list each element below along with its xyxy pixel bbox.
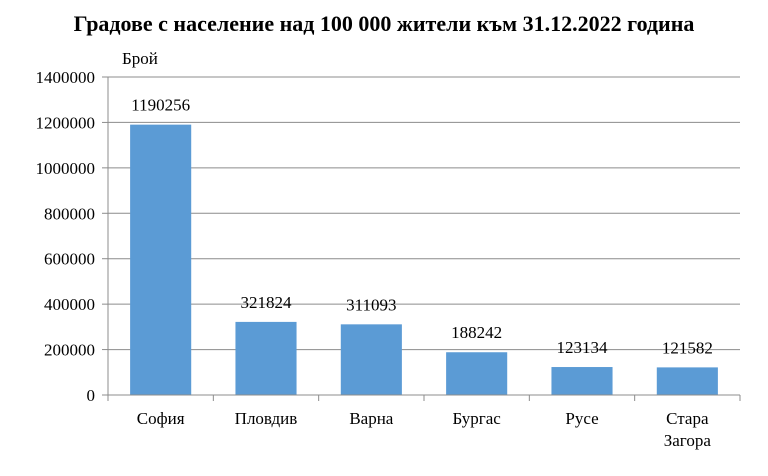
y-tick-label: 600000 <box>44 250 95 269</box>
y-tick-label: 1400000 <box>36 68 96 87</box>
x-tick-label: Пловдив <box>235 409 298 428</box>
bars <box>130 124 718 396</box>
y-tick-label: 400000 <box>44 295 95 314</box>
x-tick-label: Стара Загора <box>664 409 712 450</box>
data-label: 188242 <box>451 323 502 342</box>
y-tick-label: 1000000 <box>36 159 96 178</box>
labels: 0 200000 400000 600000 800000 1000000 1200000 1… <box>36 68 713 450</box>
y-tick-label: 200000 <box>44 341 95 360</box>
bar <box>235 321 297 395</box>
bar <box>551 367 613 395</box>
x-tick-label: Бургас <box>452 409 501 428</box>
data-label: 321824 <box>241 293 293 312</box>
bar <box>446 352 508 395</box>
data-label: 311093 <box>346 295 396 314</box>
bar <box>656 367 718 395</box>
axes <box>102 76 741 401</box>
y-tick-label: 1200000 <box>36 113 96 132</box>
bar <box>130 124 192 396</box>
data-label: 1190256 <box>131 96 190 115</box>
gridlines <box>108 76 740 351</box>
bar <box>340 324 402 395</box>
y-tick-label: 800000 <box>44 204 95 223</box>
data-label: 123134 <box>557 338 609 357</box>
x-tick-label: София <box>137 409 185 428</box>
y-axis-label: Брой <box>122 49 158 68</box>
chart-title: Градове с население над 100 000 жители к… <box>74 11 695 36</box>
x-tick-label: Русе <box>565 409 598 428</box>
y-tick-label: 0 <box>87 386 96 405</box>
data-label: 121582 <box>662 338 713 357</box>
x-tick-label: Варна <box>349 409 393 428</box>
